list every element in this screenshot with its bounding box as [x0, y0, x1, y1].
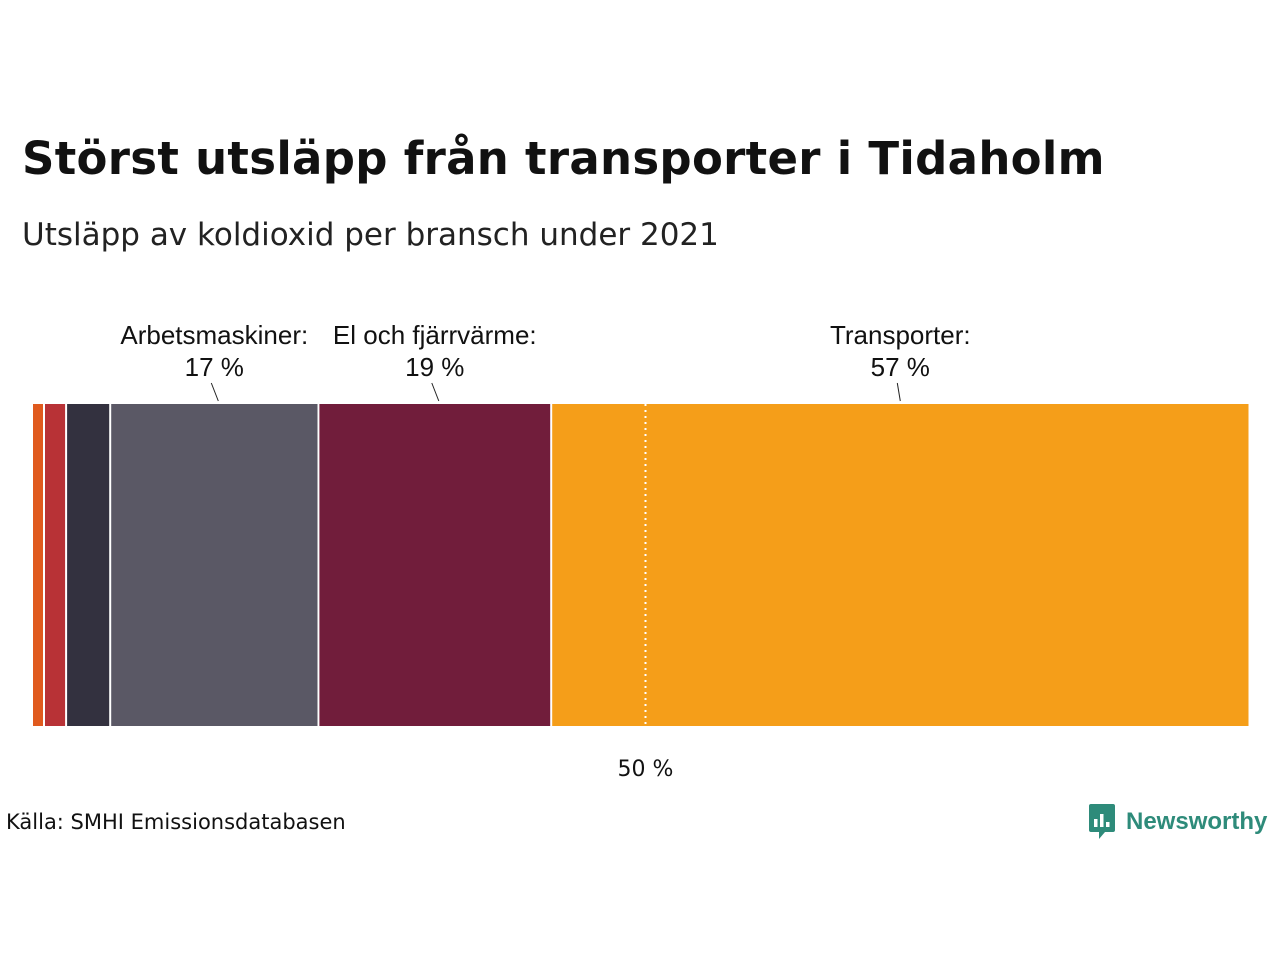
- brand-logo: Newsworthy: [1088, 803, 1267, 841]
- chart-subtitle: Utsläpp av koldioxid per bransch under 2…: [22, 217, 719, 253]
- source-note: Källa: SMHI Emissionsdatabasen: [6, 810, 346, 834]
- bar-segment-3: [111, 404, 318, 726]
- brand-name: Newsworthy: [1126, 808, 1268, 835]
- label-leader-line: [431, 382, 440, 402]
- chart-speech-bubble-icon: [1089, 804, 1115, 839]
- chart-title: Störst utsläpp från transporter i Tidaho…: [22, 132, 1105, 185]
- label-leader-line: [210, 382, 219, 402]
- segment-value-label: 57 %: [871, 352, 930, 382]
- label-leader-line: [896, 382, 901, 402]
- bar-segment-5: [552, 404, 1249, 726]
- segment-name-label: Arbetsmaskiner:: [120, 320, 308, 350]
- bar-segment-4: [319, 404, 551, 726]
- bar-segment-2: [67, 404, 110, 726]
- reference-line-label: 50 %: [618, 757, 674, 782]
- segment-name-label: Transporter:: [830, 320, 971, 350]
- bar-segment-0: [33, 404, 43, 726]
- segment-name-label: El och fjärrvärme:: [333, 320, 537, 350]
- segment-value-label: 19 %: [405, 352, 464, 382]
- segment-value-label: 17 %: [185, 352, 244, 382]
- bar-segment-1: [45, 404, 66, 726]
- stacked-bar-chart: Arbetsmaskiner:17 % El och fjärrvärme:19 …: [33, 320, 1249, 782]
